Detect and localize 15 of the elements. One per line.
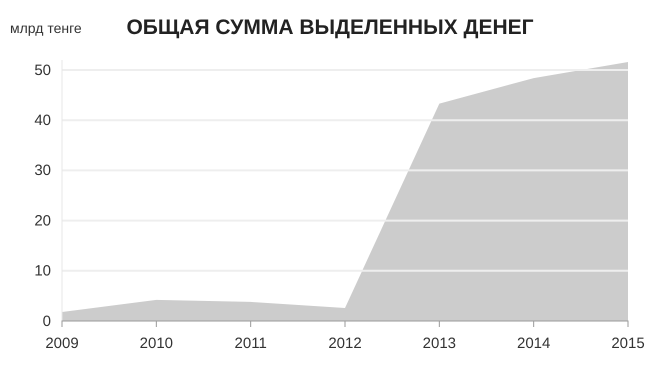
y-tick-label: 0 xyxy=(42,312,51,330)
y-axis-title: млрд тенге xyxy=(10,20,82,36)
x-tick-label: 2012 xyxy=(328,335,362,352)
y-tick-label: 50 xyxy=(34,62,51,79)
x-tick-label: 2011 xyxy=(234,335,267,352)
x-tick-label: 2015 xyxy=(611,335,645,352)
chart-title: ОБЩАЯ СУММА ВЫДЕЛЕННЫХ ДЕНЕГ xyxy=(126,16,534,39)
x-tick-label: 2014 xyxy=(516,335,550,352)
y-tick-label: 30 xyxy=(34,162,51,180)
x-tick-label: 2010 xyxy=(140,335,174,352)
x-tick-label: 2013 xyxy=(422,335,456,352)
x-tick-label: 2009 xyxy=(45,335,79,352)
y-tick-label: 40 xyxy=(34,112,51,130)
y-tick-label: 10 xyxy=(34,262,51,280)
y-tick-label: 20 xyxy=(34,212,51,230)
